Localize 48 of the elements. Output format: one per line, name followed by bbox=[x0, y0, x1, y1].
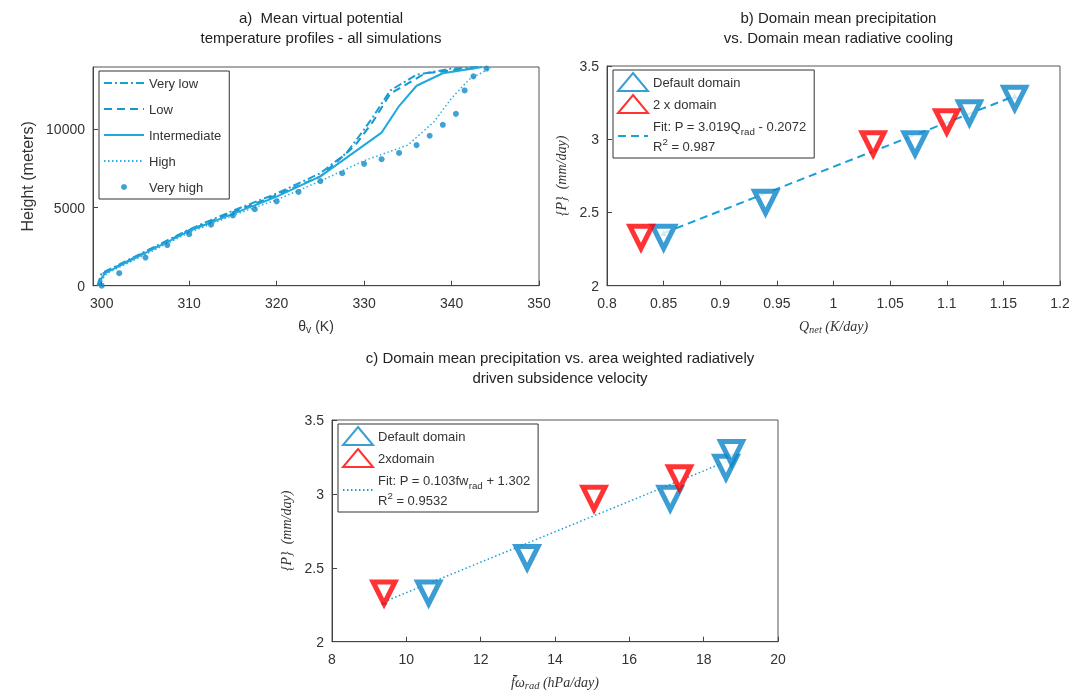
legend-label: Very high bbox=[149, 179, 204, 195]
y-tick-label: 0 bbox=[77, 277, 86, 294]
x-tick-label: 1.1 bbox=[937, 294, 957, 311]
x-tick-label: 0.85 bbox=[650, 294, 678, 311]
x-tick-label: 20 bbox=[770, 650, 786, 667]
y-axis-title: Height (meters) bbox=[18, 121, 36, 232]
y-tick-label: 3 bbox=[316, 485, 325, 502]
legend-label: 2 x domain bbox=[653, 96, 717, 112]
x-tick-label: 0.8 bbox=[597, 294, 617, 311]
legend-label: High bbox=[149, 153, 176, 169]
x-tick-label: 1 bbox=[829, 294, 838, 311]
legend-label: Intermediate bbox=[149, 127, 222, 143]
x-tick-label: 0.95 bbox=[763, 294, 791, 311]
legend-label: Very low bbox=[149, 75, 199, 91]
x-tick-label: 1.15 bbox=[989, 294, 1018, 311]
y-tick-label: 2.5 bbox=[579, 204, 600, 221]
y-tick-label: 2.5 bbox=[304, 559, 325, 576]
x-tick-label: 14 bbox=[547, 650, 563, 667]
chart-title: b) Domain mean precipitation vs. Domain mean radiative cooling bbox=[723, 8, 954, 46]
x-tick-label: 12 bbox=[472, 650, 489, 667]
y-tick-label: 10000 bbox=[46, 121, 86, 138]
y-tick-label: 5000 bbox=[53, 199, 86, 216]
y-tick-label: 2 bbox=[591, 277, 600, 294]
x-tick-label: 310 bbox=[177, 294, 202, 311]
x-tick-label: 340 bbox=[439, 294, 464, 311]
y-tick-label: 3 bbox=[591, 131, 600, 148]
legend-label: 2xdomain bbox=[378, 450, 435, 466]
y-tick-label: 3.5 bbox=[304, 412, 325, 428]
chart-title: c) Domain mean precipitation vs. area weighted radiatively driven subsidence velocity bbox=[365, 348, 755, 386]
x-tick-label: 1.05 bbox=[876, 294, 904, 311]
legend-label: Default domain bbox=[378, 428, 466, 444]
y-tick-label: 2 bbox=[316, 633, 325, 650]
y-axis-title: {P} (mm/day) bbox=[554, 135, 571, 217]
legend-label: Low bbox=[149, 101, 174, 117]
x-tick-label: 10 bbox=[398, 650, 415, 667]
x-tick-label: 300 bbox=[90, 294, 114, 311]
x-tick-label: 330 bbox=[352, 294, 376, 311]
y-tick-label: 3.5 bbox=[579, 58, 600, 74]
x-tick-label: 320 bbox=[264, 294, 289, 311]
y-axis-title: {P} (mm/day) bbox=[279, 490, 296, 572]
x-tick-label: 1.2 bbox=[1050, 294, 1070, 311]
x-tick-label: 16 bbox=[621, 650, 638, 667]
legend-label: Default domain bbox=[653, 74, 741, 90]
x-tick-label: 350 bbox=[527, 294, 551, 311]
x-tick-label: 18 bbox=[695, 650, 712, 667]
chart-title: a) Mean virtual potential temperature profiles - all simulations bbox=[200, 8, 442, 46]
x-tick-label: 8 bbox=[328, 650, 337, 667]
x-tick-label: 0.9 bbox=[710, 294, 731, 311]
